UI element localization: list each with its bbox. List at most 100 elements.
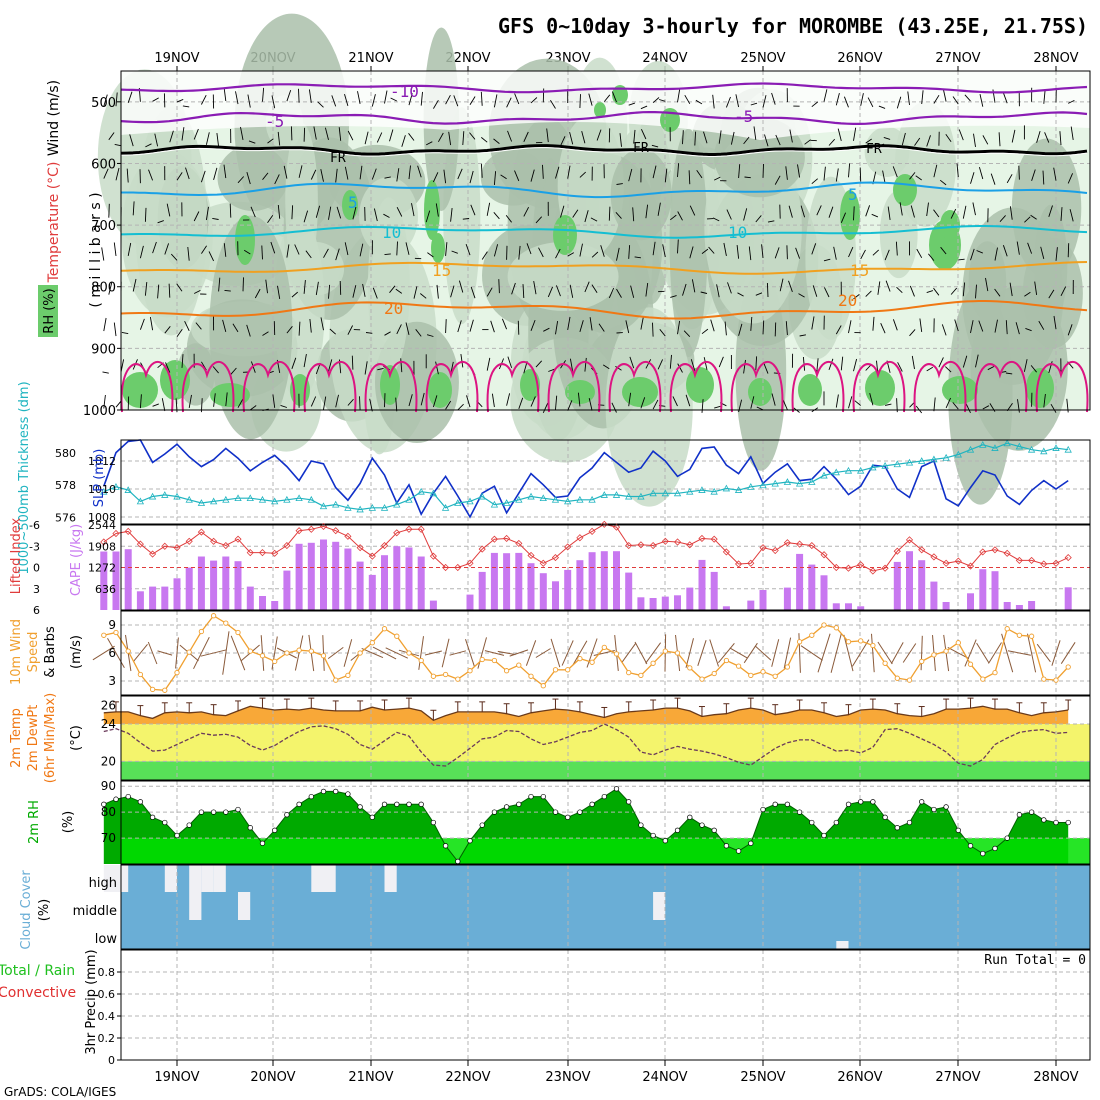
wind-speed-marker [174, 669, 180, 676]
thickness-marker [930, 455, 938, 463]
wind-barb [726, 209, 732, 220]
tick-label: 0.8 [98, 966, 116, 979]
wind-barb [853, 127, 857, 141]
wind-barb [1016, 241, 1020, 255]
rh-high-area [942, 376, 978, 404]
wind-speed-marker [357, 650, 363, 656]
wind-barb [560, 205, 565, 218]
wind-barb [798, 293, 805, 298]
rh2m-marker [1041, 817, 1047, 823]
wind-barb [517, 320, 520, 335]
wind-barb [600, 245, 605, 257]
wind-barb [344, 242, 349, 256]
cape-bar [320, 539, 327, 610]
thickness-marker [637, 492, 645, 500]
tick-label: -6 [29, 519, 40, 532]
wind-barb [308, 89, 312, 103]
wind-barb [250, 405, 257, 411]
wind-barb [176, 329, 183, 338]
wind-barb [738, 323, 743, 336]
lifted-index-marker [307, 525, 315, 533]
wind-speed-marker [821, 622, 827, 628]
wind-barb [736, 245, 740, 259]
wind-barb [331, 95, 337, 107]
wind-speed-marker [528, 673, 534, 679]
thickness-marker [795, 479, 804, 487]
date-label: 19NOV [154, 51, 199, 66]
wind-speed-marker [308, 648, 314, 654]
lifted-index-marker [1040, 560, 1048, 568]
tick-label: 1012 [88, 455, 116, 468]
wind-barb [569, 284, 574, 298]
wind-barb [1053, 315, 1057, 330]
wind-barb [396, 241, 398, 256]
wind-barb-10m [372, 646, 397, 660]
cape-bar [259, 596, 266, 610]
wind-barb [420, 91, 423, 106]
lifted-index-marker [1028, 556, 1036, 564]
footer-credit: GrADS: COLA/IGES [4, 1085, 116, 1099]
wind-barb [526, 243, 532, 255]
rh2m-axis-label: (%) [61, 811, 76, 834]
wind-barb [248, 140, 256, 144]
thickness-marker [502, 499, 511, 506]
temp-contour-5 [121, 181, 1088, 199]
wind-speed-marker [1041, 676, 1047, 682]
temp-line [103, 705, 1069, 722]
wind-barb [432, 395, 438, 408]
wind-barb [1006, 174, 1013, 184]
thickness-marker [344, 504, 352, 511]
wind-barb [450, 285, 455, 298]
wind-barb [126, 168, 129, 183]
wind-barb [205, 206, 209, 221]
wind-barb [848, 163, 851, 178]
wind-barb [954, 319, 959, 332]
thickness-marker [124, 486, 132, 493]
wind-barb [755, 292, 763, 296]
wind-barb [182, 105, 190, 108]
wind-barb [535, 360, 543, 368]
wind-barb [372, 287, 378, 299]
rh2m-marker [711, 827, 717, 833]
wind-barb [108, 132, 115, 141]
wind-barb-10m [260, 635, 265, 671]
wind-barb [277, 285, 281, 299]
rh2m-marker [528, 793, 534, 800]
wind-barb [359, 165, 363, 180]
wind-barb [619, 133, 622, 147]
rh2m-marker [650, 832, 656, 839]
wind-barb [689, 205, 696, 216]
tick-label: 800 [91, 281, 116, 296]
rh-contour-line [608, 360, 662, 413]
wind-barb-10m [621, 643, 637, 663]
wind-barb [589, 317, 593, 331]
cloud-cover-panel: high middle low Cloud Cover (%) [19, 864, 1091, 950]
wind-barb-10m [509, 649, 529, 657]
wind-barb [501, 318, 508, 330]
wind-barb [277, 204, 281, 219]
thickness-marker [527, 492, 535, 500]
wind-barb [127, 242, 132, 256]
wind-barb [145, 143, 152, 148]
wind-speed-marker [455, 676, 461, 682]
wind-barb [823, 287, 830, 298]
wind-barb [530, 169, 535, 182]
thickness-marker [710, 487, 718, 495]
wind-barb [669, 354, 672, 369]
wind-speed-marker [650, 660, 656, 666]
wind-barb [782, 399, 788, 410]
wind-barb [835, 394, 839, 408]
wind-barb [1015, 322, 1020, 335]
wind-barb [359, 243, 364, 257]
wind-barb [213, 167, 218, 181]
wind-barb [533, 281, 537, 295]
wind-barb [970, 248, 975, 261]
cape-lifted-panel: 2544 1908 1272 636 -6 -3 0 3 6 Lifted Index CAPE (… [9, 517, 1091, 617]
wind-barb [915, 175, 922, 181]
wind-barb [701, 399, 704, 413]
wind-barb [677, 320, 681, 335]
wind-barb [225, 392, 228, 407]
wind-barb [336, 206, 342, 219]
rh-high-area [840, 190, 860, 240]
thickness-marker [918, 457, 926, 464]
